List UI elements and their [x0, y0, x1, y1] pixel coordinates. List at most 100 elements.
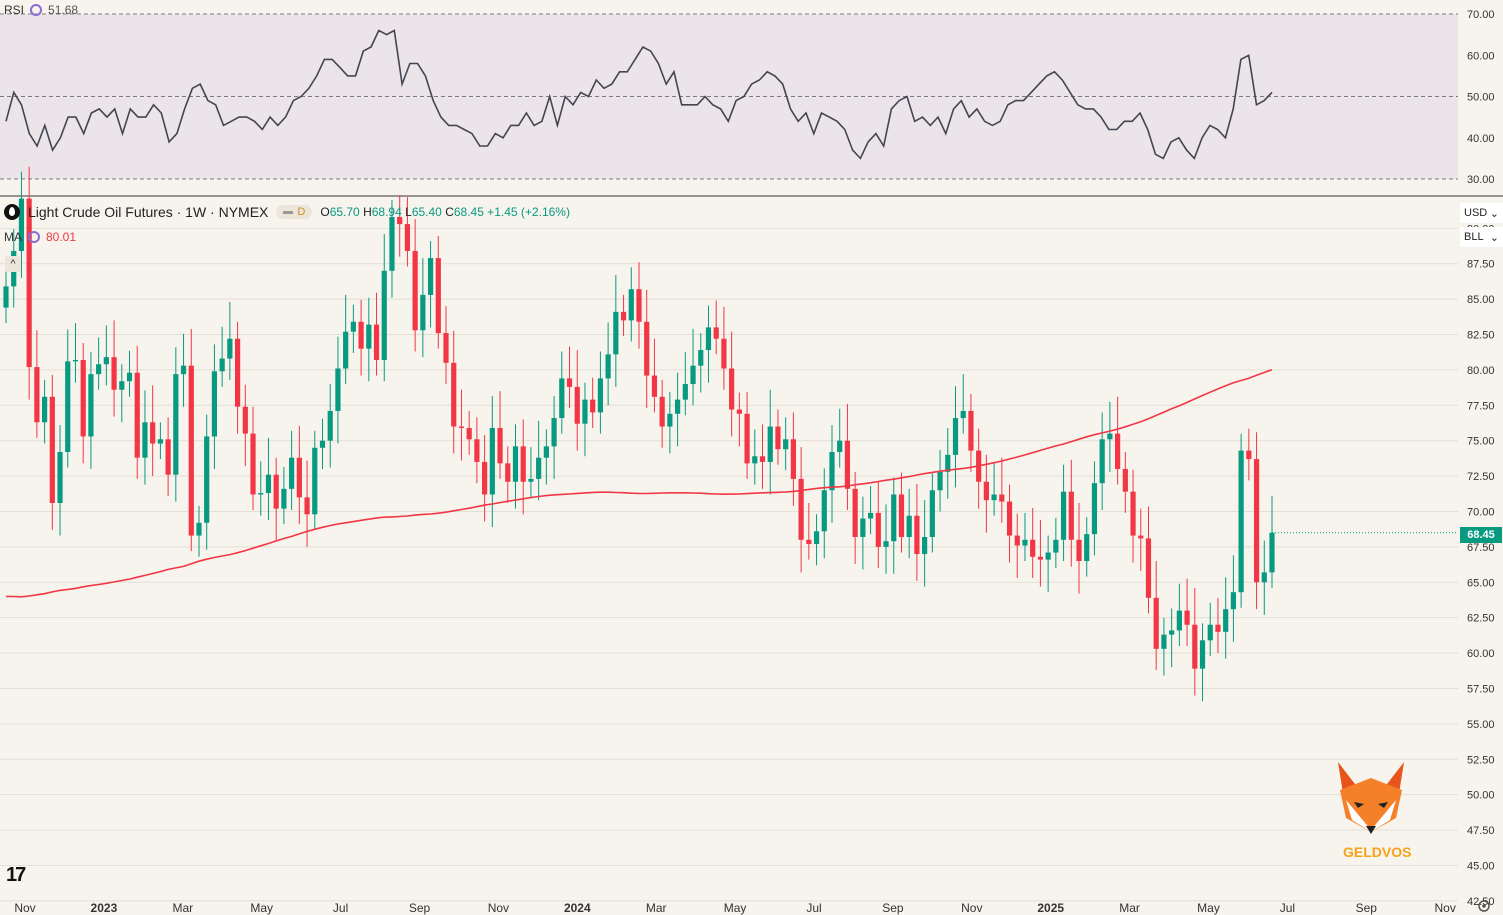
candle-body — [489, 427, 495, 495]
refresh-icon[interactable] — [28, 231, 40, 243]
candle-body — [451, 362, 457, 427]
candle-body — [551, 418, 557, 447]
candle-body — [289, 457, 295, 489]
price-tick-label: 57.50 — [1467, 683, 1495, 695]
currency-select[interactable]: USD ⌄ — [1460, 203, 1503, 223]
oil-drop-icon — [4, 204, 20, 220]
ma-legend: MA 80.01 — [4, 230, 76, 244]
candle-body — [304, 497, 310, 515]
candle-body — [180, 365, 187, 375]
candle-body — [775, 426, 781, 450]
candle-body — [157, 439, 163, 444]
candle-body — [412, 250, 418, 331]
unit-label: BLL — [1464, 231, 1484, 243]
candle-body — [813, 531, 820, 545]
price-tick-label: 72.50 — [1467, 471, 1495, 483]
high-label: H — [363, 205, 372, 219]
x-axis-label: 2024 — [564, 901, 591, 915]
candle-body — [1223, 609, 1229, 632]
data-badge[interactable]: D — [276, 205, 313, 219]
candle-body — [1261, 572, 1267, 583]
candle-body — [281, 488, 287, 509]
x-axis-label: Jul — [333, 901, 348, 915]
candle-body — [1230, 592, 1237, 610]
tradingview-logo[interactable]: 17 — [6, 864, 26, 886]
candle-body — [350, 321, 356, 332]
candle-body — [1060, 491, 1067, 540]
candle-body — [929, 490, 935, 537]
fox-logo — [1338, 762, 1404, 834]
candle-body — [605, 354, 611, 379]
price-tick-label: 52.50 — [1467, 754, 1495, 766]
candle-body — [566, 378, 573, 387]
candle-body — [914, 515, 920, 554]
x-axis-label: 2023 — [91, 901, 118, 915]
candle-body — [651, 375, 658, 397]
candle-body — [1207, 624, 1213, 641]
candle-body — [111, 357, 117, 390]
candle-body — [366, 324, 372, 349]
x-axis-label: May — [724, 901, 747, 915]
candle-body — [327, 410, 333, 441]
refresh-icon[interactable] — [30, 4, 43, 16]
candle-body — [883, 541, 889, 547]
x-axis-label: Nov — [961, 901, 982, 915]
badge-label: D — [297, 206, 306, 218]
candle-body — [875, 512, 881, 547]
x-axis-label: Mar — [646, 901, 667, 915]
x-axis-label: Jul — [1280, 901, 1295, 915]
candle-body — [319, 440, 326, 448]
candle-body — [721, 338, 727, 369]
candle-body — [1099, 439, 1105, 484]
candle-body — [57, 452, 63, 503]
candle-body — [482, 461, 488, 495]
candle-body — [644, 321, 650, 376]
settings-gear-icon[interactable] — [1477, 899, 1491, 913]
candle-body — [227, 338, 233, 359]
candle-body — [1184, 610, 1190, 625]
candle-body — [258, 493, 264, 495]
high-value: 68.94 — [371, 205, 402, 219]
candle-body — [474, 439, 480, 462]
candle-body — [829, 452, 835, 491]
candle-body — [1115, 433, 1121, 470]
candle-body — [1169, 630, 1175, 635]
x-axis-label: Sep — [1356, 901, 1378, 915]
candle-body — [744, 413, 750, 464]
candle-body — [1238, 450, 1244, 593]
unit-select[interactable]: BLL ⌄ — [1460, 227, 1503, 247]
candle-body — [1253, 459, 1260, 583]
candle-body — [18, 198, 25, 251]
candle-body — [1084, 534, 1090, 562]
candle-body — [188, 365, 194, 536]
rsi-line — [5, 29, 1273, 160]
candle-body — [1122, 469, 1128, 492]
rsi-label: RSI — [4, 3, 25, 17]
x-axis-label: Nov — [1435, 901, 1456, 915]
candle-body — [682, 384, 688, 400]
candle-body — [443, 333, 449, 363]
close-label: C — [445, 205, 454, 219]
candle-body — [234, 338, 241, 407]
candle-body — [211, 371, 218, 437]
low-label: L — [405, 205, 412, 219]
candle-body — [103, 357, 109, 365]
candle-body — [389, 216, 395, 271]
price-tick-label: 65.00 — [1467, 577, 1495, 589]
candle-body — [88, 374, 94, 437]
candle-body — [906, 515, 912, 537]
candle-body — [620, 311, 627, 321]
candle-body — [204, 436, 210, 523]
collapse-legend-button[interactable]: ^ — [5, 256, 21, 272]
x-axis-label: Mar — [1119, 901, 1140, 915]
price-tick-label: 87.50 — [1467, 259, 1495, 271]
symbol-title[interactable]: Light Crude Oil Futures · 1W · NYMEX — [28, 204, 269, 220]
candle-body — [790, 439, 796, 479]
candle-body — [466, 427, 472, 440]
candle-body — [435, 258, 441, 334]
candle-body — [852, 488, 858, 537]
candle-body — [1176, 610, 1182, 631]
price-tick-label: 82.50 — [1467, 330, 1495, 342]
